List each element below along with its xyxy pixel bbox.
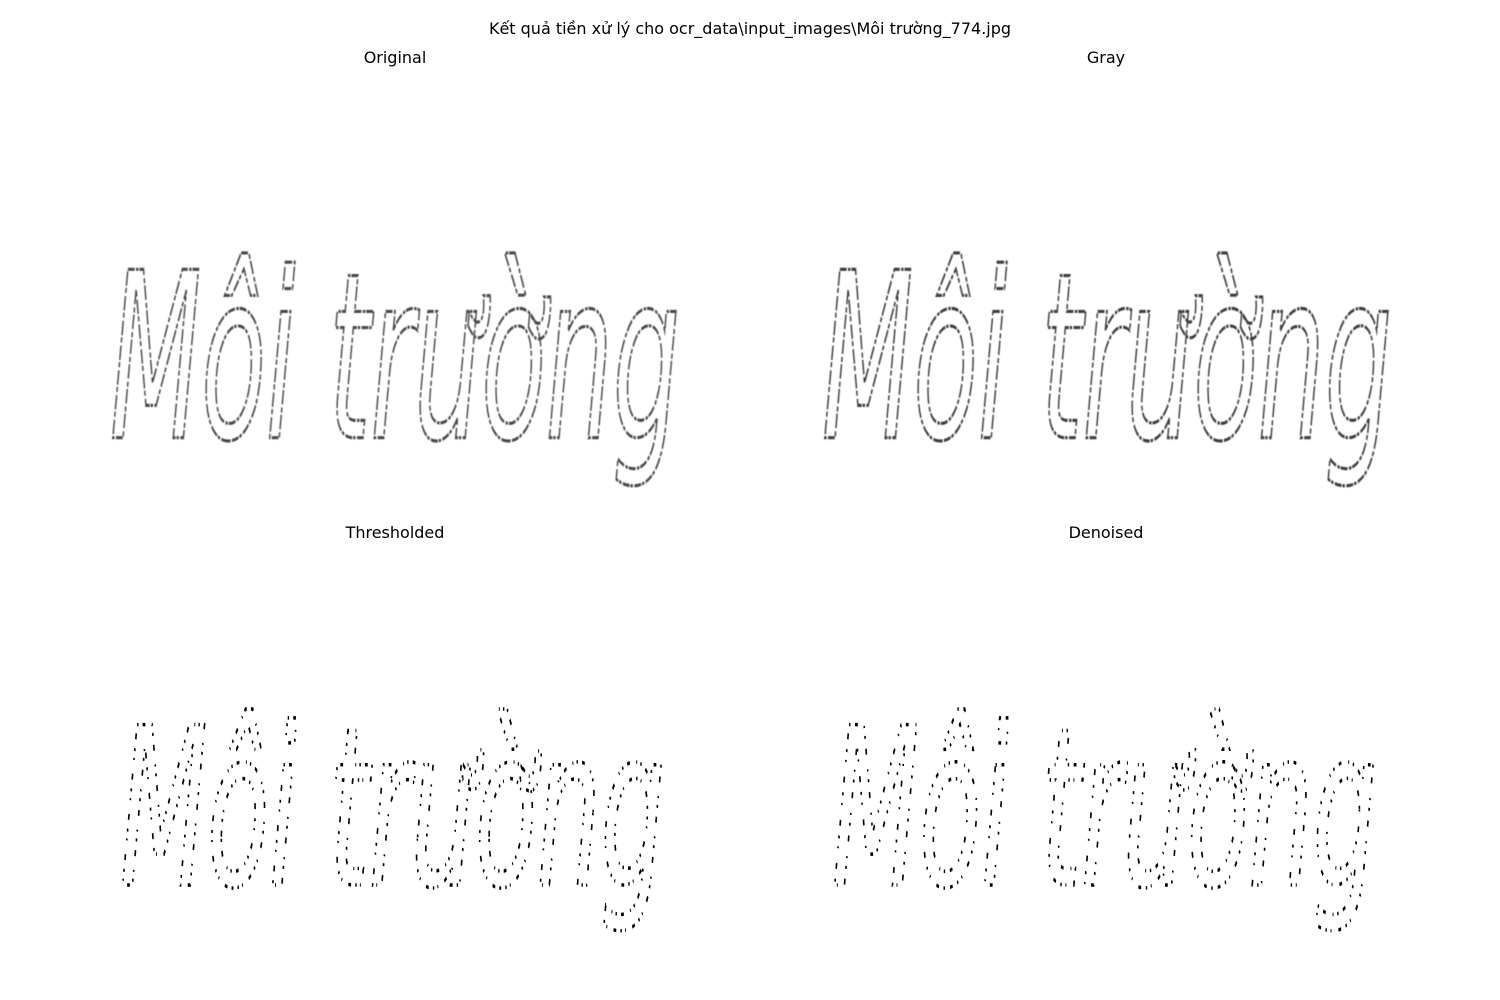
gray-image: Môi trường [812, 170, 1402, 515]
thresholded-image: Môi trường [100, 650, 690, 950]
original-image: Môi trường [100, 170, 690, 515]
thresholded-word: Môi trường [120, 681, 665, 937]
original-word: Môi trường [110, 225, 680, 493]
denoised-image: Môi trường [812, 650, 1402, 950]
gray-word: Môi trường [822, 225, 1392, 493]
panel-title-original: Original [363, 48, 427, 67]
panel-title-thresholded: Thresholded [345, 523, 445, 542]
denoised-word: Môi trường [832, 681, 1377, 937]
figure-title: Kết quả tiền xử lý cho ocr_data\input_im… [488, 19, 1012, 38]
panel-title-gray: Gray [1086, 48, 1126, 67]
panel-title-denoised: Denoised [1068, 523, 1144, 542]
